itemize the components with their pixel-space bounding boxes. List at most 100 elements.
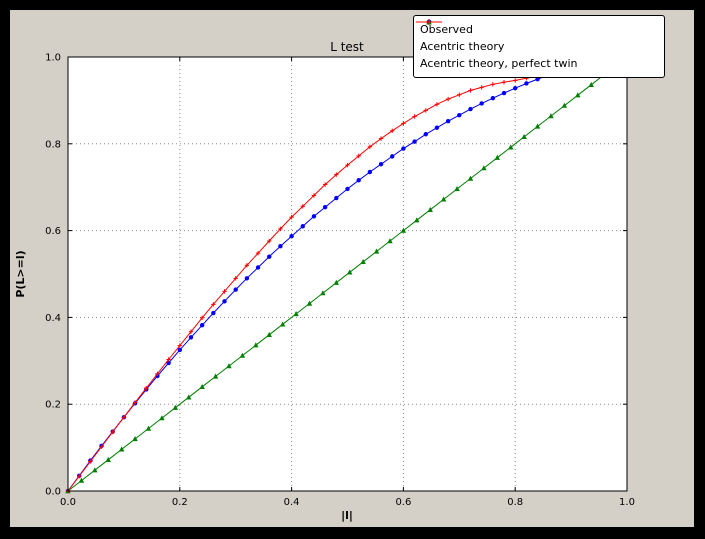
marker-triangle (588, 81, 594, 87)
chart-title: L test (330, 40, 364, 54)
legend-label-acentric-theory: Acentric theory (420, 40, 505, 53)
marker-circle (412, 139, 417, 144)
svg-text:0.6: 0.6 (395, 497, 411, 508)
marker-triangle (186, 394, 192, 400)
marker-triangle (293, 311, 299, 317)
marker-circle (356, 178, 361, 183)
marker-circle (345, 186, 350, 192)
marker-triangle (481, 165, 487, 171)
marker-triangle (78, 477, 85, 483)
marker-triangle (467, 175, 474, 181)
svg-text:0.4: 0.4 (284, 497, 300, 508)
marker-circle (513, 86, 518, 91)
marker-triangle (105, 456, 111, 462)
marker-circle (211, 310, 216, 316)
marker-triangle (347, 269, 353, 275)
marker-circle (199, 323, 205, 328)
marker-circle (401, 146, 406, 151)
svg-text:1.0: 1.0 (619, 497, 635, 508)
marker-circle (490, 96, 496, 101)
marker-circle (378, 161, 384, 167)
series-acentric-theory-perfect-twin (65, 73, 540, 494)
marker-circle (334, 195, 339, 201)
marker-triangle (548, 113, 554, 119)
marker-triangle (508, 144, 514, 150)
marker-circle (177, 347, 182, 353)
legend-entry-acentric-theory: Acentric theory (416, 19, 656, 55)
marker-triangle (212, 373, 219, 379)
legend-label-acentric-theory-perfect-twin: Acentric theory, perfect twin (420, 57, 578, 70)
marker-circle (300, 224, 305, 229)
marker-triangle (172, 404, 179, 410)
figure-window: 0.0 0.2 0.4 0.6 0.8 1.0 0.0 0.2 0.4 0.6 0.8 1.0 L t… (10, 10, 694, 527)
tick-labels: 0.0 0.2 0.4 0.6 0.8 1.0 0.0 0.2 0.4 0.6 0.8 1.0 (45, 53, 635, 509)
marker-triangle (360, 258, 366, 265)
marker-circle (390, 154, 395, 159)
marker-triangle (159, 415, 165, 421)
marker-circle (222, 299, 227, 304)
svg-text:1.0: 1.0 (45, 53, 61, 64)
marker-triangle (521, 133, 527, 140)
axes-frame (67, 56, 628, 492)
marker-triangle (427, 206, 433, 212)
svg-text:0.2: 0.2 (172, 497, 188, 508)
marker-triangle (92, 467, 98, 473)
marker-triangle (132, 436, 138, 442)
marker-circle (267, 254, 272, 259)
marker-circle (322, 204, 328, 210)
legend-entry-observed: Observed (416, 19, 656, 38)
marker-circle (278, 244, 283, 249)
marker-triangle (320, 290, 326, 296)
svg-text:0.8: 0.8 (45, 139, 61, 150)
marker-triangle (118, 446, 125, 452)
marker-triangle (400, 227, 407, 233)
marker-circle (311, 214, 317, 219)
marker-triangle (239, 352, 246, 358)
marker-triangle (266, 331, 272, 337)
svg-text:0.8: 0.8 (507, 497, 523, 508)
svg-text:0.0: 0.0 (45, 487, 61, 498)
svg-text:0.6: 0.6 (45, 226, 61, 237)
marker-triangle (440, 196, 447, 202)
marker-circle (535, 76, 540, 82)
marker-circle (188, 335, 194, 340)
marker-triangle (253, 342, 259, 348)
legend-entry-acentric-theory-perfect-twin: Acentric theory, perfect twin (416, 19, 656, 72)
legend: Observed Acentric theory Acentric theory… (413, 15, 665, 78)
chart-canvas: 0.0 0.2 0.4 0.6 0.8 1.0 0.0 0.2 0.4 0.6 0.8 1.0 L t… (14, 40, 635, 522)
marker-circle (255, 265, 261, 270)
svg-text:0.2: 0.2 (45, 400, 61, 411)
marker-triangle (534, 123, 541, 129)
marker-circle (524, 81, 529, 86)
marker-triangle (575, 92, 581, 98)
x-axis-label: |l| (341, 509, 353, 522)
marker-triangle (494, 154, 501, 160)
marker-triangle (561, 102, 568, 108)
marker-circle (166, 360, 171, 366)
marker-circle (244, 276, 250, 281)
marker-circle (457, 112, 462, 118)
svg-text:0.0: 0.0 (60, 497, 76, 508)
marker-circle (367, 169, 373, 175)
marker-triangle (373, 248, 380, 254)
marker-circle (479, 101, 484, 106)
marker-triangle (333, 279, 340, 285)
marker-triangle (414, 217, 420, 223)
marker-circle (233, 287, 238, 292)
svg-text:0.4: 0.4 (45, 313, 61, 324)
marker-circle (468, 106, 473, 112)
y-axis-label: P(L>=l) (14, 250, 27, 297)
legend-label-observed: Observed (420, 23, 473, 36)
marker-triangle (199, 383, 205, 390)
marker-circle (501, 90, 507, 96)
marker-circle (445, 119, 451, 124)
marker-triangle (279, 321, 286, 327)
marker-circle (289, 234, 294, 239)
legend-line-perfect-twin-icon (416, 19, 442, 25)
marker-triangle (145, 425, 152, 431)
marker-circle (434, 125, 440, 130)
marker-triangle (306, 300, 313, 306)
marker-circle (423, 132, 428, 137)
marker-triangle (226, 363, 232, 369)
marker-triangle (387, 238, 393, 244)
